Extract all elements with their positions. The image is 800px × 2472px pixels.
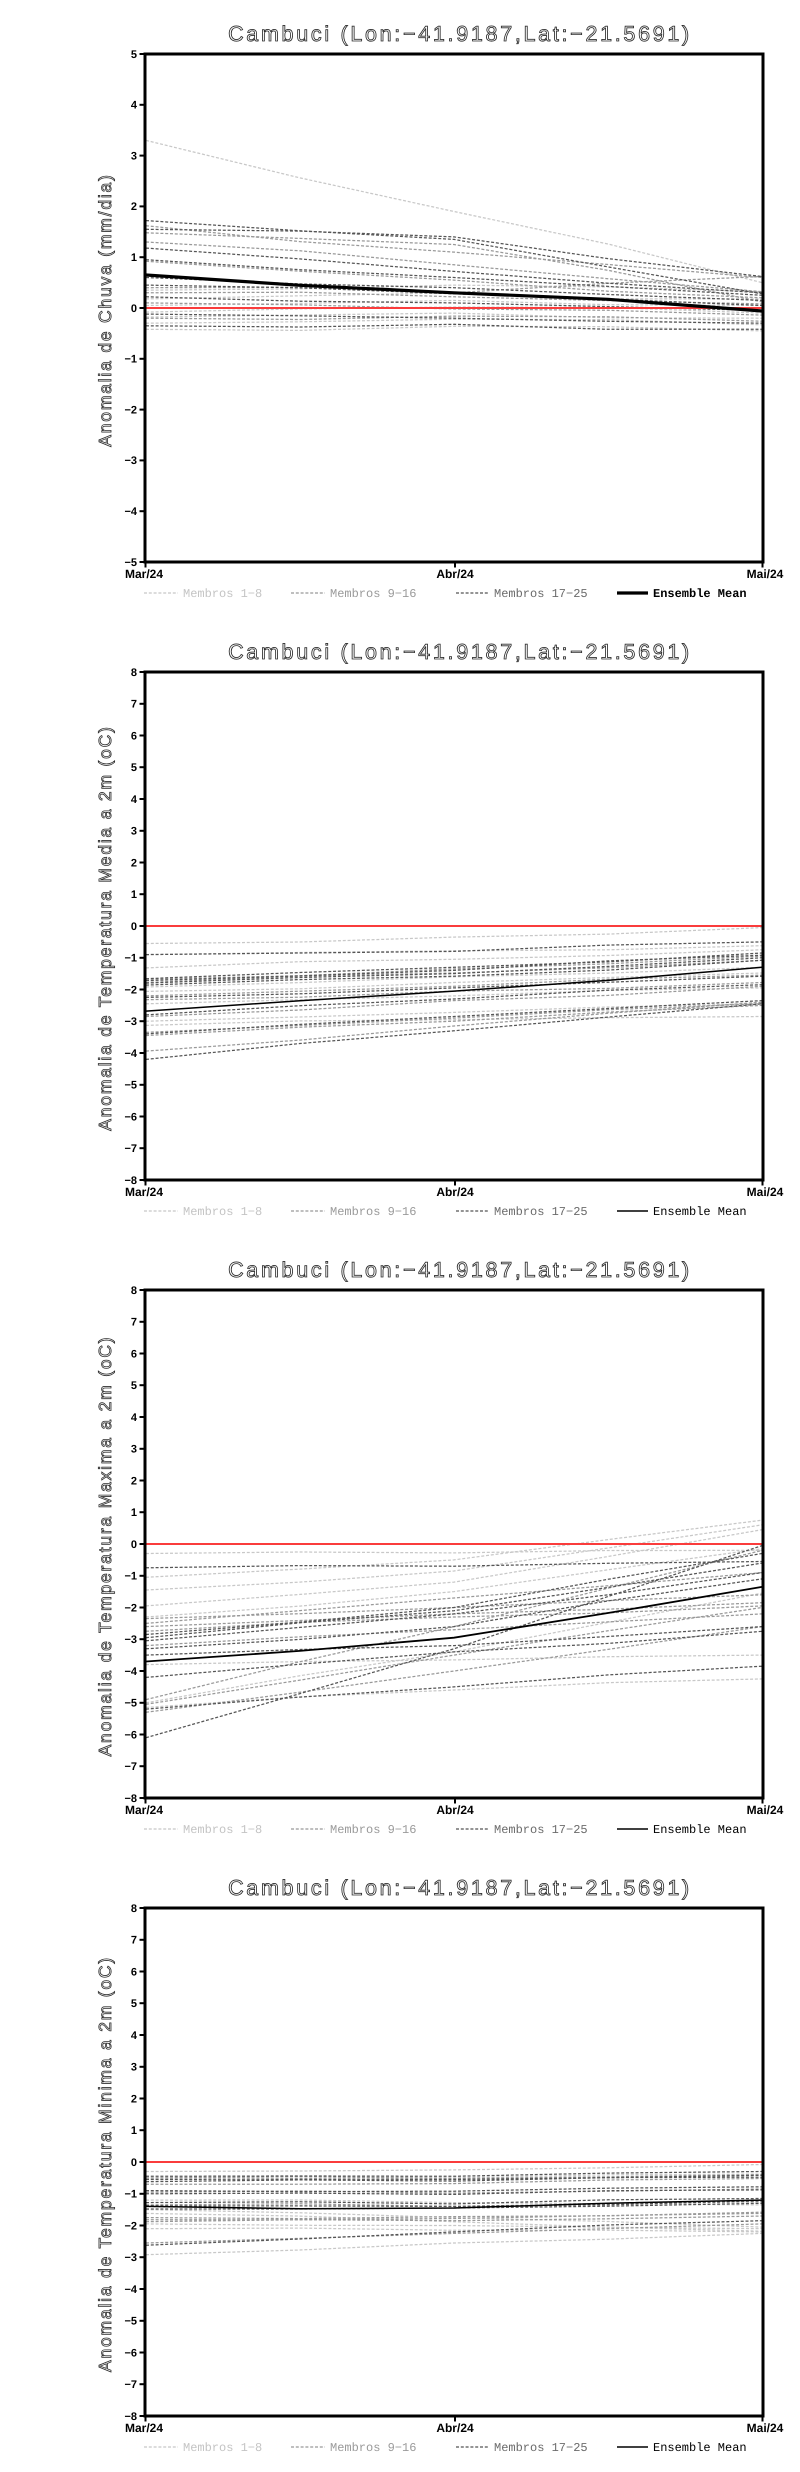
svg-text:−7: −7	[124, 2379, 137, 2391]
svg-text:6: 6	[131, 1966, 137, 1978]
svg-text:−1: −1	[124, 953, 137, 965]
svg-text:Ensemble Mean: Ensemble Mean	[653, 1823, 747, 1837]
svg-text:7: 7	[131, 699, 137, 711]
svg-text:Ensemble Mean: Ensemble Mean	[653, 587, 747, 601]
svg-text:−4: −4	[124, 2284, 137, 2296]
svg-text:5: 5	[131, 49, 137, 61]
svg-text:Mar/24: Mar/24	[125, 567, 163, 581]
svg-text:3: 3	[131, 826, 137, 838]
svg-text:3: 3	[131, 2062, 137, 2074]
svg-text:−2: −2	[124, 404, 137, 416]
svg-text:2: 2	[131, 1475, 137, 1487]
svg-text:3: 3	[131, 1444, 137, 1456]
svg-text:4: 4	[131, 794, 138, 806]
svg-text:−7: −7	[124, 1143, 137, 1155]
svg-text:Mai/24: Mai/24	[747, 2421, 784, 2435]
svg-text:Membros 1−8: Membros 1−8	[183, 2441, 262, 2455]
svg-text:−4: −4	[124, 506, 137, 518]
svg-text:6: 6	[131, 730, 137, 742]
svg-text:Membros 9−16: Membros 9−16	[330, 1205, 416, 1219]
svg-text:−1: −1	[124, 354, 137, 366]
svg-text:4: 4	[131, 1412, 138, 1424]
svg-text:Membros 1−8: Membros 1−8	[183, 587, 262, 601]
svg-text:−1: −1	[124, 1571, 137, 1583]
svg-text:Cambuci (Lon:−41.9187,Lat:−21.: Cambuci (Lon:−41.9187,Lat:−21.5691)	[228, 1258, 692, 1282]
svg-text:2: 2	[131, 857, 137, 869]
svg-text:Membros 17−25: Membros 17−25	[494, 587, 588, 601]
svg-text:−5: −5	[124, 1080, 137, 1092]
svg-text:8: 8	[131, 1903, 137, 1915]
svg-text:2: 2	[131, 201, 137, 213]
svg-text:Membros 9−16: Membros 9−16	[330, 2441, 416, 2455]
svg-text:−8: −8	[124, 1793, 137, 1805]
svg-text:Anomalia de Temperatura Minima: Anomalia de Temperatura Minima a 2m (oC)	[95, 1956, 115, 2372]
svg-text:−3: −3	[124, 2252, 137, 2264]
svg-text:7: 7	[131, 1935, 137, 1947]
svg-text:0: 0	[131, 303, 137, 315]
svg-text:−3: −3	[124, 1634, 137, 1646]
svg-text:2: 2	[131, 2093, 137, 2105]
svg-text:Cambuci (Lon:−41.9187,Lat:−21.: Cambuci (Lon:−41.9187,Lat:−21.5691)	[228, 1876, 692, 1900]
svg-text:Mar/24: Mar/24	[125, 1185, 163, 1199]
svg-text:8: 8	[131, 1285, 137, 1297]
svg-text:Mai/24: Mai/24	[747, 1185, 784, 1199]
svg-text:Abr/24: Abr/24	[436, 1185, 474, 1199]
svg-text:Mar/24: Mar/24	[125, 1803, 163, 1817]
svg-text:Mai/24: Mai/24	[747, 567, 784, 581]
svg-text:Abr/24: Abr/24	[436, 1803, 474, 1817]
svg-text:1: 1	[131, 2125, 137, 2137]
svg-text:1: 1	[131, 252, 137, 264]
svg-text:Cambuci (Lon:−41.9187,Lat:−21.: Cambuci (Lon:−41.9187,Lat:−21.5691)	[228, 22, 692, 46]
svg-text:Anomalia de Temperatura Maxima: Anomalia de Temperatura Maxima a 2m (oC)	[95, 1336, 115, 1757]
svg-text:Anomalia de Chuva (mm/dia): Anomalia de Chuva (mm/dia)	[95, 173, 115, 446]
svg-text:−4: −4	[124, 1048, 137, 1060]
svg-text:0: 0	[131, 1539, 137, 1551]
svg-text:4: 4	[131, 100, 138, 112]
svg-text:Mar/24: Mar/24	[125, 2421, 163, 2435]
svg-text:4: 4	[131, 2030, 138, 2042]
svg-text:Ensemble Mean: Ensemble Mean	[653, 1205, 747, 1219]
svg-text:0: 0	[131, 2157, 137, 2169]
svg-text:Anomalia de Temperatura Media: Anomalia de Temperatura Media a 2m (oC)	[95, 725, 115, 1130]
svg-text:−5: −5	[124, 1698, 137, 1710]
svg-text:−3: −3	[124, 1016, 137, 1028]
svg-text:1: 1	[131, 889, 137, 901]
svg-text:−6: −6	[124, 1729, 137, 1741]
svg-text:Membros 9−16: Membros 9−16	[330, 1823, 416, 1837]
svg-text:3: 3	[131, 150, 137, 162]
svg-text:Membros 1−8: Membros 1−8	[183, 1823, 262, 1837]
svg-text:Mai/24: Mai/24	[747, 1803, 784, 1817]
svg-text:7: 7	[131, 1317, 137, 1329]
svg-text:6: 6	[131, 1348, 137, 1360]
svg-text:1: 1	[131, 1507, 137, 1519]
svg-text:8: 8	[131, 667, 137, 679]
svg-text:−1: −1	[124, 2189, 137, 2201]
svg-text:−2: −2	[124, 2220, 137, 2232]
svg-text:−2: −2	[124, 1602, 137, 1614]
svg-text:Membros 9−16: Membros 9−16	[330, 587, 416, 601]
svg-text:5: 5	[131, 1380, 137, 1392]
svg-text:−6: −6	[124, 1111, 137, 1123]
svg-text:−5: −5	[124, 2316, 137, 2328]
svg-text:Cambuci (Lon:−41.9187,Lat:−21.: Cambuci (Lon:−41.9187,Lat:−21.5691)	[228, 640, 692, 664]
svg-text:−6: −6	[124, 2347, 137, 2359]
svg-text:0: 0	[131, 921, 137, 933]
svg-text:−7: −7	[124, 1761, 137, 1773]
svg-text:Membros 1−8: Membros 1−8	[183, 1205, 262, 1219]
svg-text:Membros 17−25: Membros 17−25	[494, 1823, 588, 1837]
svg-text:Abr/24: Abr/24	[436, 567, 474, 581]
svg-text:−3: −3	[124, 455, 137, 467]
svg-text:Membros 17−25: Membros 17−25	[494, 1205, 588, 1219]
svg-text:−2: −2	[124, 984, 137, 996]
svg-text:Membros 17−25: Membros 17−25	[494, 2441, 588, 2455]
svg-text:−5: −5	[124, 557, 137, 569]
svg-text:−8: −8	[124, 1175, 137, 1187]
svg-text:5: 5	[131, 1998, 137, 2010]
svg-text:5: 5	[131, 762, 137, 774]
svg-text:Abr/24: Abr/24	[436, 2421, 474, 2435]
svg-text:−8: −8	[124, 2411, 137, 2423]
svg-text:Ensemble Mean: Ensemble Mean	[653, 2441, 747, 2455]
svg-text:−4: −4	[124, 1666, 137, 1678]
